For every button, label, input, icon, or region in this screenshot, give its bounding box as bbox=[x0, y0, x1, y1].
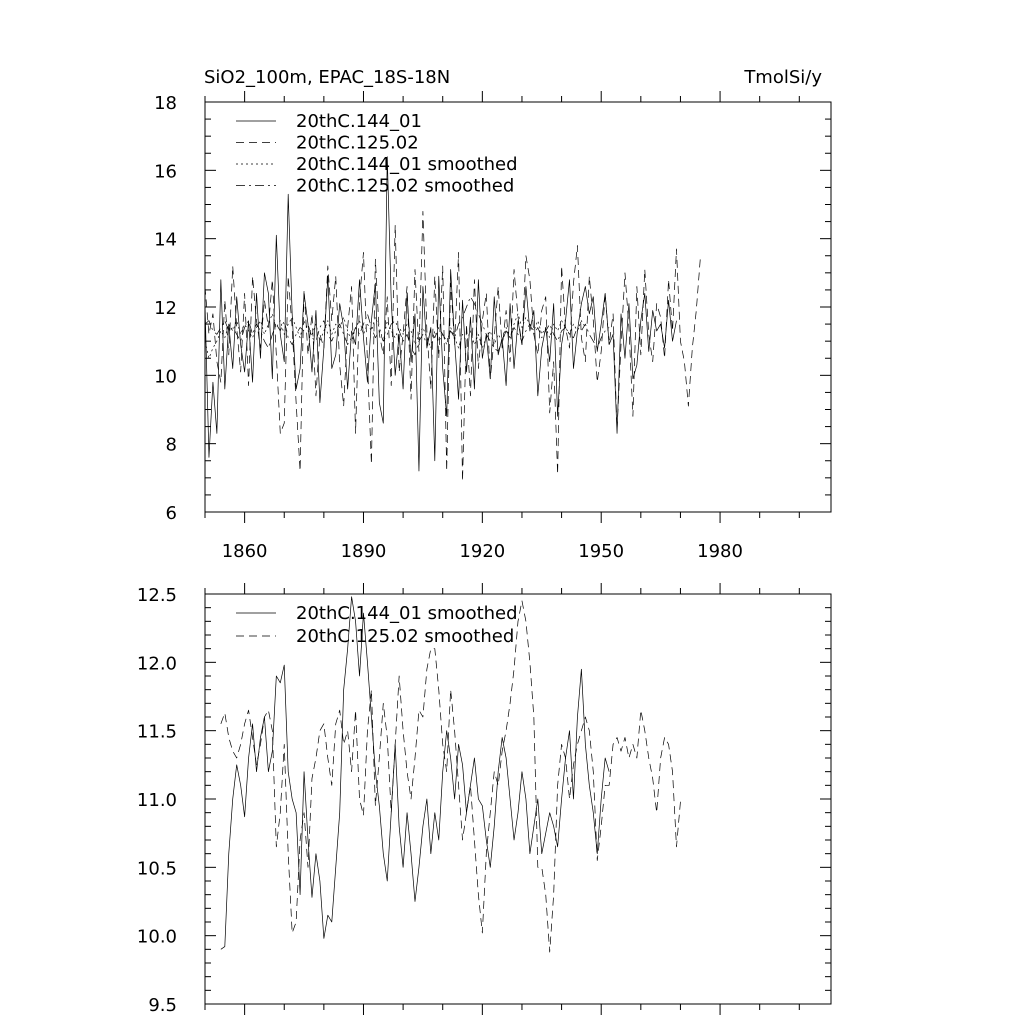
legend-label-2: 20thC.125.02 smoothed bbox=[296, 626, 514, 647]
series-line-1 bbox=[220, 596, 610, 950]
y-tick-label: 10 bbox=[154, 366, 177, 387]
legend-label-2: 20thC.125.02 bbox=[296, 133, 419, 154]
y-tick-label: 16 bbox=[154, 161, 177, 182]
y-tick-label: 10.0 bbox=[137, 927, 177, 948]
y-tick-label: 12.0 bbox=[137, 653, 177, 674]
series-line-2 bbox=[220, 600, 681, 953]
y-tick-label: 6 bbox=[166, 503, 177, 524]
y-tick-label: 14 bbox=[154, 230, 177, 251]
y-tick-label: 12 bbox=[154, 298, 177, 319]
bottom-plot-frame bbox=[204, 593, 832, 1005]
y-tick-label: 9.5 bbox=[148, 995, 177, 1016]
series-line-3 bbox=[204, 313, 586, 359]
y-tick-label: 11.0 bbox=[137, 790, 177, 811]
series-line-1 bbox=[204, 156, 677, 472]
y-tick-label: 10.5 bbox=[137, 858, 177, 879]
legend-label-1: 20thC.144_01 smoothed bbox=[296, 603, 518, 624]
top-title-right: TmolSi/y bbox=[743, 67, 822, 88]
bottom-axis-ticks: 9.5 10.0 10.5 11.0 11.5 12.0 12.5 bbox=[137, 583, 831, 1016]
top-series-group bbox=[204, 156, 701, 482]
x-tick-label: 1890 bbox=[341, 541, 387, 562]
series-line-4 bbox=[204, 296, 610, 356]
y-tick-label: 8 bbox=[166, 435, 177, 456]
y-tick-label: 11.5 bbox=[137, 722, 177, 743]
legend-label-4: 20thC.125.02 smoothed bbox=[296, 176, 514, 197]
x-tick-label: 1980 bbox=[697, 541, 743, 562]
y-tick-label: 12.5 bbox=[137, 585, 177, 606]
x-tick-label: 1920 bbox=[459, 541, 505, 562]
legend-label-3: 20thC.144_01 smoothed bbox=[296, 154, 518, 175]
bottom-series-group bbox=[220, 596, 681, 953]
x-tick-label: 1860 bbox=[222, 541, 268, 562]
top-title-left: SiO2_100m, EPAC_18S-18N bbox=[204, 67, 450, 88]
y-tick-label: 18 bbox=[154, 93, 177, 114]
x-tick-label: 1950 bbox=[578, 541, 624, 562]
top-axis-ticks: 6 8 10 12 14 16 18 1860 1890 1920 1950 1980 bbox=[154, 91, 831, 562]
series-line-2 bbox=[204, 210, 701, 482]
legend-label-1: 20thC.144_01 bbox=[296, 111, 422, 132]
